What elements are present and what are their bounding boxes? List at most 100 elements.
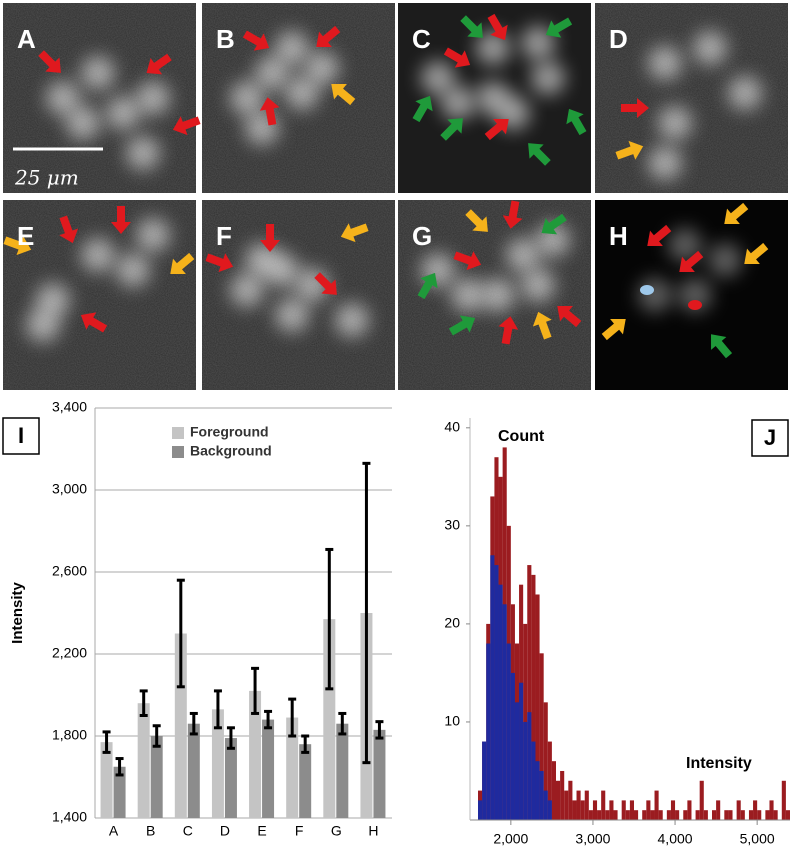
histogram-bar [634,810,639,820]
cell-blob [116,253,150,287]
cell-blob [230,81,264,115]
histogram-bar [556,780,561,820]
cell-blob [275,298,309,332]
cell-blob [668,228,702,262]
histogram-bar [703,810,708,820]
y-tick-label: 1,400 [52,809,87,825]
histogram-bar [535,761,540,820]
histogram-bar [683,810,688,820]
panel-label: H [609,221,628,251]
cell-blob [136,81,170,115]
error-bar [176,578,185,689]
error-bar [251,666,260,715]
cell-blob [481,278,515,312]
arrow [679,250,704,272]
histogram-bar [613,810,618,820]
cell-blob [441,86,475,120]
bar [137,703,150,818]
histogram-bar [609,800,614,820]
histogram-bar [646,800,651,820]
arrow [615,140,644,160]
y-axis-label: Intensity [9,582,26,644]
histogram-bar [687,800,692,820]
x-tick-label: 5,000 [740,831,775,847]
histogram-bar [523,721,528,820]
cell-blob [506,238,540,272]
histogram-bar [531,741,536,820]
cell-blob [708,243,742,277]
arrow [316,25,341,47]
image-panel: G [398,200,591,390]
y-tick-label: 3,400 [52,399,87,415]
panel-label: E [17,221,34,251]
histogram-bar [568,780,573,820]
y-tick-label: 20 [444,615,460,631]
histogram-bar [506,643,511,820]
error-bar [102,730,111,754]
cell-blob [658,106,692,140]
arrow [146,53,172,75]
bar [113,766,126,818]
histogram-bar [543,702,548,820]
histogram-bar [547,800,552,820]
error-bar [213,689,222,730]
histogram-bar [781,780,786,820]
arrow [484,119,509,141]
arrow [621,98,649,118]
y-tick-label: 30 [444,517,460,533]
x-tick-label: 2,000 [493,831,528,847]
cell-blob [305,51,339,85]
histogram-bar [605,810,610,820]
cell-blob [678,278,712,312]
x-tick-label: E [257,823,266,839]
histogram-bar [765,810,770,820]
arrow [532,311,552,340]
cell-blob [451,278,485,312]
cell-blob [648,46,682,80]
histogram-bar [490,555,495,820]
arrow [38,50,61,73]
histogram-bar [498,584,503,820]
arrow [440,118,463,141]
bar [150,736,163,818]
histogram-bar [625,810,630,820]
arrow [528,143,551,166]
y-tick-label: 2,200 [52,645,87,661]
cell-blob [521,268,555,302]
arrow [205,253,234,273]
histogram-bar [551,761,556,820]
arrow [711,334,733,359]
image-panel: C [398,3,591,193]
error-bar [362,461,371,765]
x-tick-label: F [295,823,304,839]
panel-label: I [18,423,24,448]
histogram-bar [527,712,532,820]
error-bar [301,734,310,754]
histogram-bar [695,810,700,820]
cell-blob [126,136,160,170]
histogram-bar [564,790,569,820]
x-tick-label: 4,000 [658,831,693,847]
histogram-bar [580,800,585,820]
histogram-bar [547,741,552,820]
histogram-bar [531,574,536,820]
histogram-bar [486,643,491,820]
histogram-bar [716,800,721,820]
histogram-bar [666,810,671,820]
arrow [557,306,582,328]
y-tick-label: 1,800 [52,727,87,743]
arrow [724,202,749,224]
x-tick-label: B [146,823,155,839]
error-bar [375,720,384,740]
arrow [111,206,131,234]
image-panel: E [3,200,196,390]
histogram-bar [482,741,487,820]
y-axis-label: Count [498,428,545,445]
cell-blob [693,31,727,65]
histogram-bar [642,810,647,820]
histogram-bar [601,790,606,820]
arrow [566,108,587,136]
histogram-bar [597,810,602,820]
image-panel: B [202,3,395,193]
histogram-bar [572,800,577,820]
